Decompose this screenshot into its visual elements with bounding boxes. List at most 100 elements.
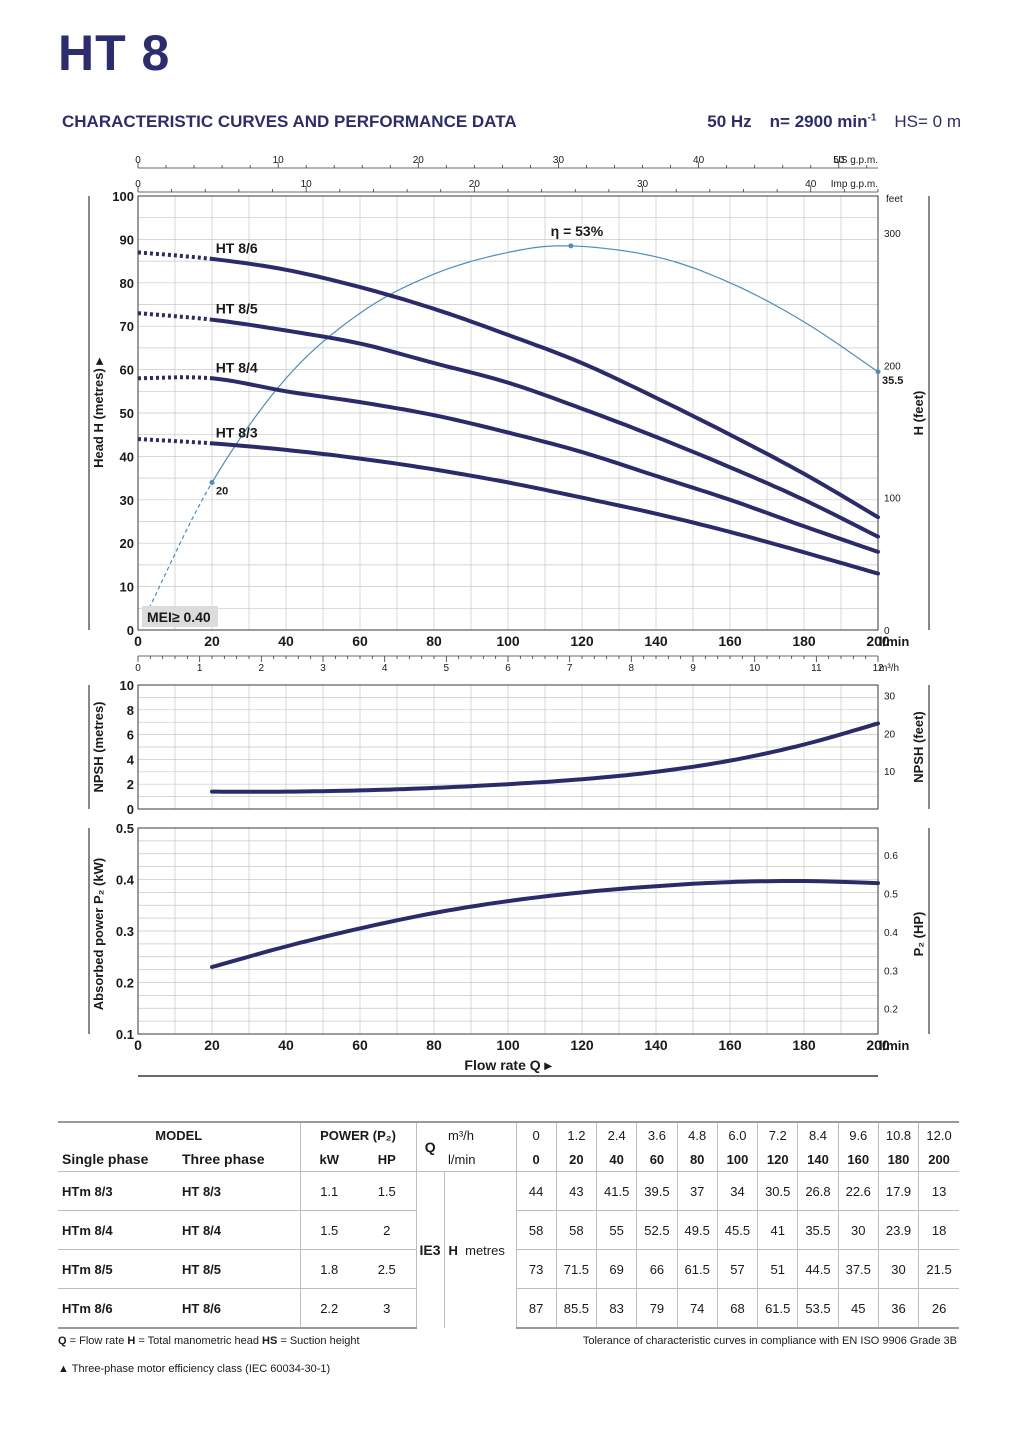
speed-value: n= 2900 min [769,112,868,131]
mei-badge [142,606,218,627]
legend-h-text: = Total manometric head [135,1335,263,1347]
h-cell: 13 [918,1171,959,1211]
legend-q: Q [58,1335,67,1347]
h-cell: 85.5 [555,1288,597,1329]
y2-tick-label: 20 [884,729,896,740]
legend-h: H [127,1335,136,1347]
x-unit-label: l/min [879,1038,909,1053]
single-phase-model: HTm 8/3 [58,1171,178,1211]
top-axis-unit-label: Imp g.p.m. [831,179,878,190]
h-cell: 71.5 [555,1249,597,1289]
three-phase-model: HT 8/4 [178,1210,300,1250]
h-cell: 52.5 [636,1210,678,1250]
h-cell: 58 [515,1210,557,1250]
y2-axis-title: NPSH (feet) [911,711,926,783]
q-lmin-cell: 60 [636,1147,678,1172]
h-cell: 30.5 [757,1171,798,1211]
series-label: HT 8/5 [216,301,258,317]
section-title: CHARACTERISTIC CURVES AND PERFORMANCE DA… [62,112,517,131]
efficiency-point-label: 20 [216,485,228,497]
m3h-tick-label: 7 [567,663,573,674]
y-tick-label: 0.5 [116,821,134,836]
q-m3h-cell: 1.2 [555,1121,597,1147]
operating-conditions: 50 Hz n= 2900 min-1 HS= 0 m [707,112,961,132]
top-axis-tick-label: 30 [637,179,649,190]
h-label-cell: H metres [443,1171,516,1328]
h-cell: 30 [837,1210,879,1250]
speed-exponent: -1 [867,112,877,124]
performance-table: MODEL POWER (P₂) Q m³/h 0 1.2 2.4 3.6 4.… [58,1121,959,1329]
ie-class: IE3 [415,1171,444,1328]
x-tick-label: 140 [644,1037,668,1053]
h-cell: 18 [918,1210,959,1250]
y-tick-label: 0.3 [116,924,134,939]
table-row: HTm 8/4 HT 8/4 1.5 2 58 58 55 52.5 49.5 … [58,1210,959,1250]
series-label: HT 8/6 [216,240,258,256]
plot-frame [137,195,879,631]
q-lmin-cell: 40 [596,1147,637,1172]
h-cell: 34 [716,1171,758,1211]
x-tick-label: 200 [866,1037,890,1053]
h-cell: 61.5 [676,1249,718,1289]
y2-tick-label: 30 [884,692,896,703]
top-axis-tick-label: 40 [693,155,705,166]
hp-header: HP [377,1151,396,1167]
x-tick-label: 40 [278,1037,294,1053]
q-m3h-cell: 4.8 [676,1121,718,1147]
h-cell: 26 [918,1288,959,1329]
efficiency-point-label: 35.5 [882,375,903,387]
y-tick-label: 0.2 [116,976,134,991]
three-phase-model: HT 8/5 [178,1249,300,1289]
h-cell: 36 [877,1288,919,1329]
legend-hs-text: = Suction height [277,1335,360,1347]
top-axis-tick-label: 20 [413,155,425,166]
y-tick-label: 20 [120,536,134,551]
x-tick-label: 160 [718,633,742,649]
top-axis-tick-label: 20 [469,179,481,190]
x-tick-label: 100 [496,1037,520,1053]
y-tick-label: 10 [120,580,134,595]
q-m3h-cell: 6.0 [716,1121,758,1147]
top-axis-tick-label: 10 [301,179,313,190]
x-tick-label: 200 [866,633,890,649]
m3h-tick-label: 5 [444,663,450,674]
y-tick-label: 100 [112,189,134,204]
y-tick-label: 8 [127,703,134,718]
y-axis-title: Absorbed power P₂ (kW) [91,858,106,1010]
h-cell: 37 [676,1171,718,1211]
x-tick-label: 180 [792,633,816,649]
efficiency-point [209,479,215,485]
power-kw: 1.8 [299,1249,358,1289]
efficiency-point [875,369,881,375]
h-cell: 51 [757,1249,798,1289]
y2-tick-label: 0.6 [884,851,898,862]
q-m3h-cell: 9.6 [837,1121,879,1147]
q-lmin-cell: 20 [555,1147,597,1172]
y2-axis-title: H (feet) [911,391,926,436]
h-cell: 44.5 [797,1249,839,1289]
h-cell: 87 [515,1288,557,1329]
power-hp: 2.5 [358,1249,416,1289]
efficiency-curve [211,245,879,483]
q-lmin-cell: 120 [757,1147,798,1172]
x-tick-label: 140 [644,633,668,649]
series-label: HT 8/4 [216,359,258,375]
top-axis-tick-label: 40 [805,179,817,190]
h-cell: 61.5 [757,1288,798,1329]
motor-class-note: ▲ Three-phase motor efficiency class (IE… [58,1363,331,1375]
x-unit-label: l/min [879,634,909,649]
y-tick-label: 0 [127,623,134,638]
h-cell: 43 [555,1171,597,1211]
q-lmin-cell: 200 [918,1147,959,1172]
x-tick-label: 120 [570,1037,594,1053]
head-curve-dashed [137,250,213,261]
m3h-tick-label: 11 [811,663,822,674]
y-tick-label: 60 [120,363,134,378]
h-cell: 39.5 [636,1171,678,1211]
y-tick-label: 4 [127,752,135,767]
y2-tick-label: 300 [884,229,901,240]
power-hp: 2 [358,1210,416,1250]
q-lmin-cell: 80 [676,1147,718,1172]
power-kw: 1.5 [299,1210,358,1250]
